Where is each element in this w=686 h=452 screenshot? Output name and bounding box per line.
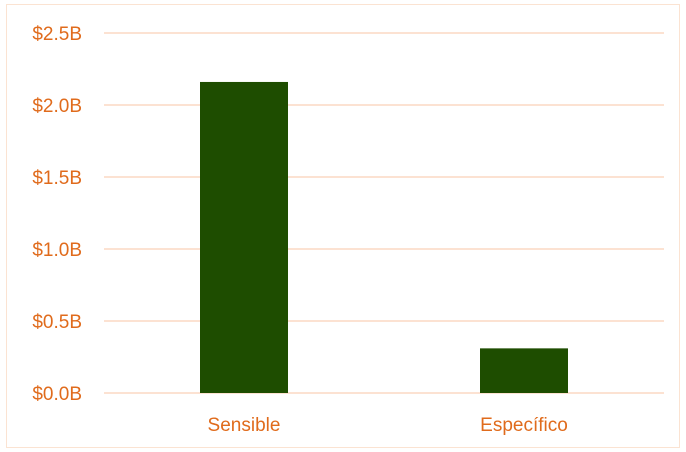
y-tick-label: $1.0B: [32, 240, 82, 261]
y-tick-label: $0.5B: [32, 312, 82, 333]
bar-sensible: [200, 81, 288, 394]
y-tick-label: $2.0B: [32, 96, 82, 117]
bar-espec-fico: [480, 348, 568, 393]
x-tick-label: Específico: [480, 415, 568, 436]
y-tick-label: $0.0B: [32, 384, 82, 405]
x-tick-label: Sensible: [208, 415, 281, 436]
y-tick-label: $1.5B: [32, 168, 82, 189]
y-tick-label: $2.5B: [32, 24, 82, 45]
